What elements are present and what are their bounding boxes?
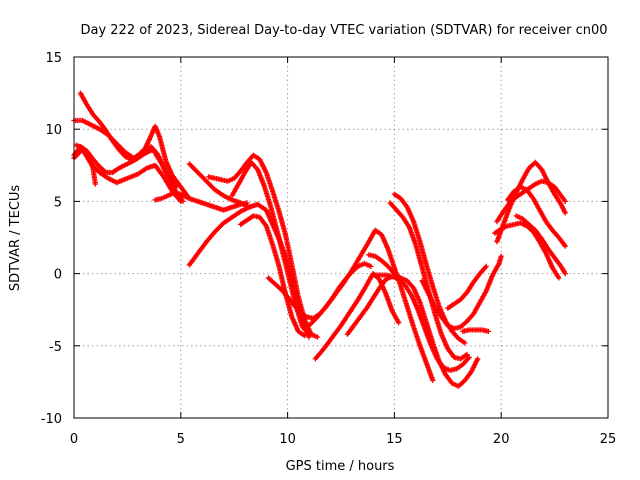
data-point (556, 275, 562, 281)
data-point (92, 181, 98, 187)
data-point (498, 253, 504, 259)
x-axis-label: GPS time / hours (286, 459, 395, 474)
data-series (460, 327, 491, 334)
data-point (302, 333, 308, 339)
chart-title: Day 222 of 2023, Sidereal Day-to-day VTE… (80, 23, 607, 38)
y-tick-label: 5 (54, 195, 62, 210)
data-point (483, 263, 489, 269)
data-point (562, 198, 568, 204)
data-series (344, 273, 395, 337)
data-point (314, 334, 321, 340)
data-point (396, 320, 402, 326)
data-point (475, 356, 481, 362)
data-series (366, 252, 481, 389)
data-series (229, 159, 312, 337)
y-tick-label: 15 (45, 51, 62, 66)
data-series (391, 191, 468, 346)
y-tick-label: 10 (45, 123, 62, 138)
data-series (492, 220, 562, 281)
data-series (419, 253, 504, 332)
data-point (562, 271, 568, 277)
data-marks (71, 90, 568, 389)
data-series (370, 272, 472, 373)
data-series (77, 90, 180, 190)
x-tick-label: 5 (177, 432, 185, 447)
plot-frame (73, 56, 609, 419)
data-series (445, 263, 489, 311)
data-point (306, 331, 312, 337)
x-tick-label: 20 (493, 432, 510, 447)
y-tick-label: -5 (49, 340, 62, 355)
data-point (562, 243, 568, 249)
x-tick-label: 0 (70, 432, 78, 447)
data-point (173, 184, 180, 190)
x-tick-label: 25 (600, 432, 617, 447)
data-point (462, 340, 468, 346)
data-series (505, 184, 568, 249)
data-point (464, 351, 470, 358)
axis-ticks: 0 5 10 15 20 25 -10 -5 0 5 10 15 (41, 51, 617, 447)
data-point (562, 210, 568, 216)
data-point (368, 263, 374, 269)
y-tick-label: -10 (41, 412, 62, 427)
data-series (513, 213, 568, 277)
x-tick-label: 15 (386, 432, 403, 447)
data-point (485, 328, 491, 334)
data-point (178, 198, 184, 204)
data-point (430, 377, 436, 384)
y-axis-label: SDTVAR / TECUs (8, 185, 23, 292)
data-point (466, 354, 472, 360)
data-series (306, 227, 436, 384)
data-series (73, 142, 98, 187)
x-tick-label: 10 (279, 432, 296, 447)
y-tick-label: 0 (54, 268, 62, 283)
